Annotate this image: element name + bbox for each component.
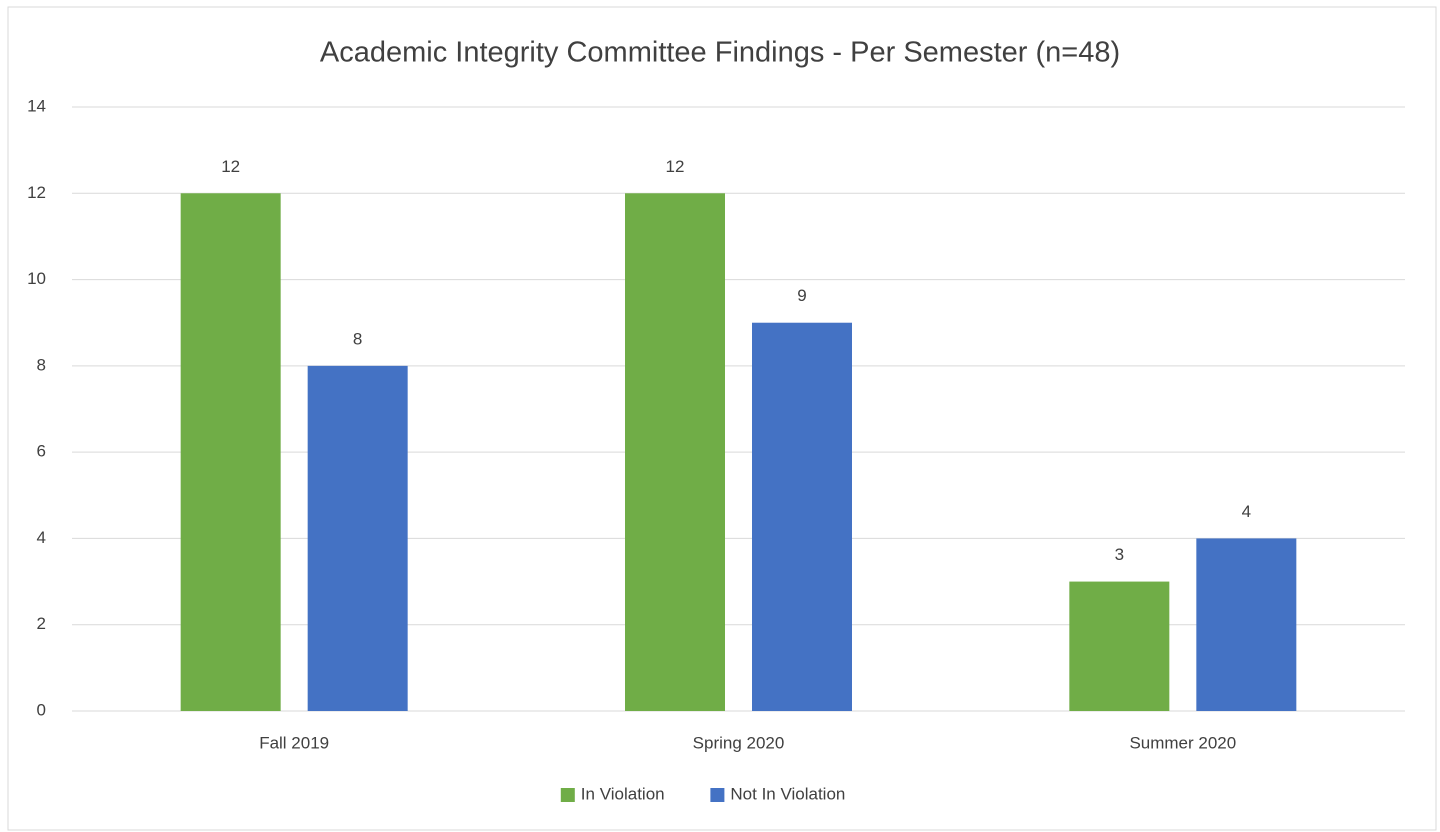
y-tick-label: 2 [37,614,46,633]
data-label: 9 [797,286,806,305]
x-tick-label: Spring 2020 [693,733,785,752]
bar [307,365,408,711]
chart-title: Academic Integrity Committee Findings - … [320,37,1120,69]
y-tick-label: 10 [27,269,46,288]
legend-swatch [560,788,575,802]
bar [1069,581,1170,711]
bar [1196,538,1297,711]
bar [180,193,281,712]
data-label: 12 [221,157,240,176]
bar [752,322,852,711]
y-tick-label: 6 [37,442,46,461]
data-label: 12 [666,157,685,176]
x-tick-label: Summer 2020 [1129,733,1236,752]
legend-swatch [710,788,725,802]
data-label: 4 [1242,502,1251,521]
y-tick-label: 4 [37,528,46,547]
legend-label: In Violation [581,784,665,803]
y-tick-label: 8 [37,355,46,374]
legend-label: Not In Violation [730,784,845,803]
data-label: 3 [1115,545,1124,564]
bar [625,193,725,712]
y-tick-label: 14 [27,96,46,115]
data-label: 8 [353,329,362,348]
x-tick-label: Fall 2019 [259,733,329,752]
y-tick-label: 12 [27,183,46,202]
y-tick-label: 0 [37,700,46,719]
